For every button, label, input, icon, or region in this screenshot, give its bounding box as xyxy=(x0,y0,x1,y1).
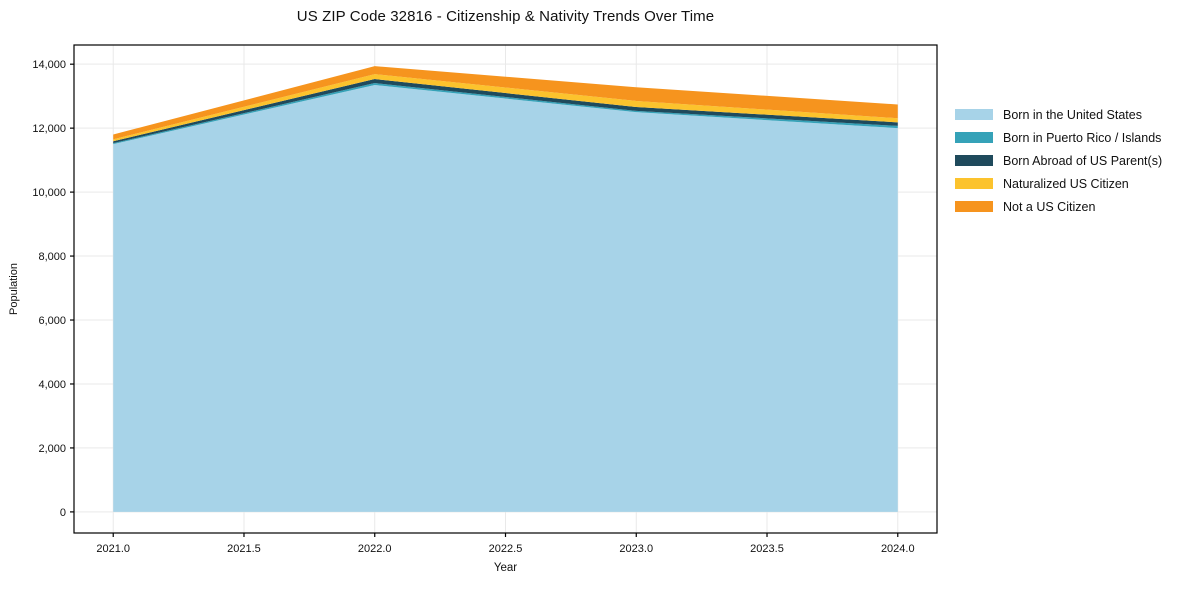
legend-item-born-abroad-of-us-parent-s: Born Abroad of US Parent(s) xyxy=(955,152,1162,169)
legend-item-not-a-us-citizen: Not a US Citizen xyxy=(955,198,1162,215)
legend-swatch xyxy=(955,201,993,212)
y-tick-label: 14,000 xyxy=(32,59,66,71)
legend-swatch xyxy=(955,155,993,166)
x-tick-label: 2021.0 xyxy=(96,543,130,555)
y-tick-label: 10,000 xyxy=(32,187,66,199)
x-tick-label: 2022.0 xyxy=(358,543,392,555)
legend-label: Naturalized US Citizen xyxy=(1003,176,1129,191)
area-naturalized-us-citizen xyxy=(113,74,898,142)
legend-item-naturalized-us-citizen: Naturalized US Citizen xyxy=(955,175,1162,192)
area-born-in-the-united-states xyxy=(113,84,898,512)
legend-label: Born in Puerto Rico / Islands xyxy=(1003,130,1162,145)
legend-item-born-in-the-united-states: Born in the United States xyxy=(955,106,1162,123)
y-tick-label: 8,000 xyxy=(38,251,66,263)
x-tick-label: 2022.5 xyxy=(489,543,523,555)
x-tick-label: 2023.0 xyxy=(619,543,653,555)
area-born-abroad-of-us-parent-s xyxy=(113,79,898,144)
legend-item-born-in-puerto-rico-islands: Born in Puerto Rico / Islands xyxy=(955,129,1162,146)
area-born-in-puerto-rico-islands xyxy=(113,83,898,145)
y-tick-label: 2,000 xyxy=(38,443,66,455)
y-axis-label: Population xyxy=(8,263,20,315)
legend: Born in the United States Born in Puerto … xyxy=(955,106,1162,215)
legend-label: Born Abroad of US Parent(s) xyxy=(1003,153,1163,168)
legend-label: Born in the United States xyxy=(1003,107,1142,122)
chart-title: US ZIP Code 32816 - Citizenship & Nativi… xyxy=(296,8,715,25)
y-tick-label: 12,000 xyxy=(32,123,66,135)
legend-swatch xyxy=(955,109,993,120)
legend-label: Not a US Citizen xyxy=(1003,199,1096,214)
legend-swatch xyxy=(955,178,993,189)
x-tick-label: 2024.0 xyxy=(881,543,915,555)
y-tick-label: 4,000 xyxy=(38,379,66,391)
x-tick-label: 2021.5 xyxy=(227,543,261,555)
legend-swatch xyxy=(955,132,993,143)
y-tick-label: 0 xyxy=(60,507,66,519)
area-not-a-us-citizen xyxy=(113,66,898,140)
x-axis-label: Year xyxy=(493,562,518,574)
x-tick-label: 2023.5 xyxy=(750,543,784,555)
y-tick-label: 6,000 xyxy=(38,315,66,327)
